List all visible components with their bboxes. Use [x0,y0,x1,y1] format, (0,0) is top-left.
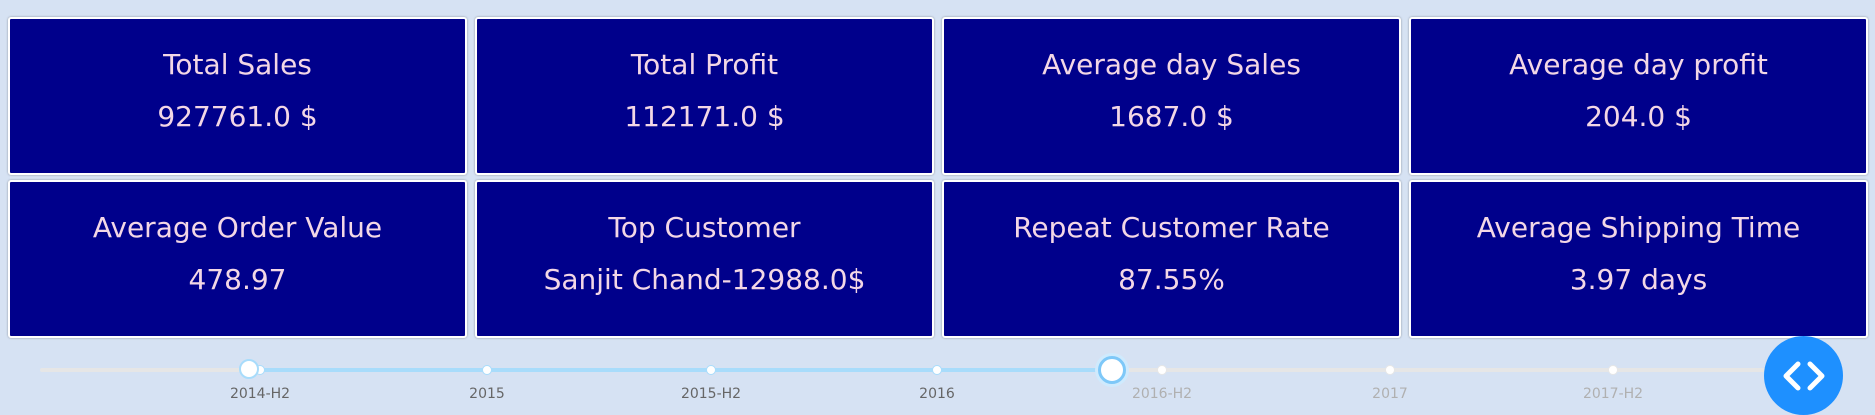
kpi-value: 1687.0 $ [1109,100,1234,133]
slider-mark-label: 2017 [1372,386,1408,402]
kpi-value: 3.97 days [1569,263,1708,296]
kpi-card-total-profit: Total Profit 112171.0 $ [475,17,934,175]
slider-selected-track [248,368,1111,372]
slider-mark-label: 2015-H2 [680,386,742,402]
slider-dot[interactable] [1385,365,1395,375]
kpi-title: Average Shipping Time [1476,211,1801,244]
kpi-value: 204.0 $ [1585,100,1692,133]
code-toggle-button[interactable] [1764,336,1843,415]
kpi-title: Repeat Customer Rate [1013,211,1330,244]
kpi-card-total-sales: Total Sales 927761.0 $ [8,17,467,175]
slider-dot[interactable] [1608,365,1618,375]
slider-dot[interactable] [482,365,492,375]
kpi-title: Average day profit [1509,48,1768,81]
kpi-value: 112171.0 $ [624,100,785,133]
code-brackets-icon [1783,361,1824,390]
kpi-card-average-day-sales: Average day Sales 1687.0 $ [942,17,1401,175]
kpi-title: Total Profit [630,48,779,81]
kpi-title: Average Order Value [92,211,383,244]
kpi-value: 87.55% [1118,263,1225,296]
slider-dot[interactable] [1157,365,1167,375]
kpi-card-average-day-profit: Average day profit 204.0 $ [1409,17,1868,175]
kpi-card-average-order-value: Average Order Value 478.97 [8,180,467,338]
kpi-title: Average day Sales [1042,48,1301,81]
kpi-card-top-customer: Top Customer Sanjit Chand-12988.0$ [475,180,934,338]
kpi-value: Sanjit Chand-12988.0$ [543,263,866,296]
date-range-slider[interactable]: 2014-H2 2015 2015-H2 2016 2016-H2 2017 2… [40,356,1790,412]
slider-mark-label: 2014-H2 [229,386,291,402]
slider-dot[interactable] [932,365,942,375]
slider-mark-label: 2016 [919,386,955,402]
kpi-card-average-shipping-time: Average Shipping Time 3.97 days [1409,180,1868,338]
slider-handle-end[interactable] [1098,356,1126,384]
slider-handle-start[interactable] [239,359,259,379]
kpi-value: 478.97 [188,263,287,296]
kpi-value: 927761.0 $ [157,100,318,133]
slider-dot[interactable] [706,365,716,375]
kpi-grid: Total Sales 927761.0 $ Total Profit 1121… [8,17,1868,340]
kpi-title: Top Customer [608,211,801,244]
slider-mark-label: 2017-H2 [1582,386,1644,402]
kpi-title: Total Sales [163,48,312,81]
slider-mark-label: 2015 [469,386,505,402]
slider-mark-label: 2016-H2 [1131,386,1193,402]
kpi-card-repeat-customer-rate: Repeat Customer Rate 87.55% [942,180,1401,338]
